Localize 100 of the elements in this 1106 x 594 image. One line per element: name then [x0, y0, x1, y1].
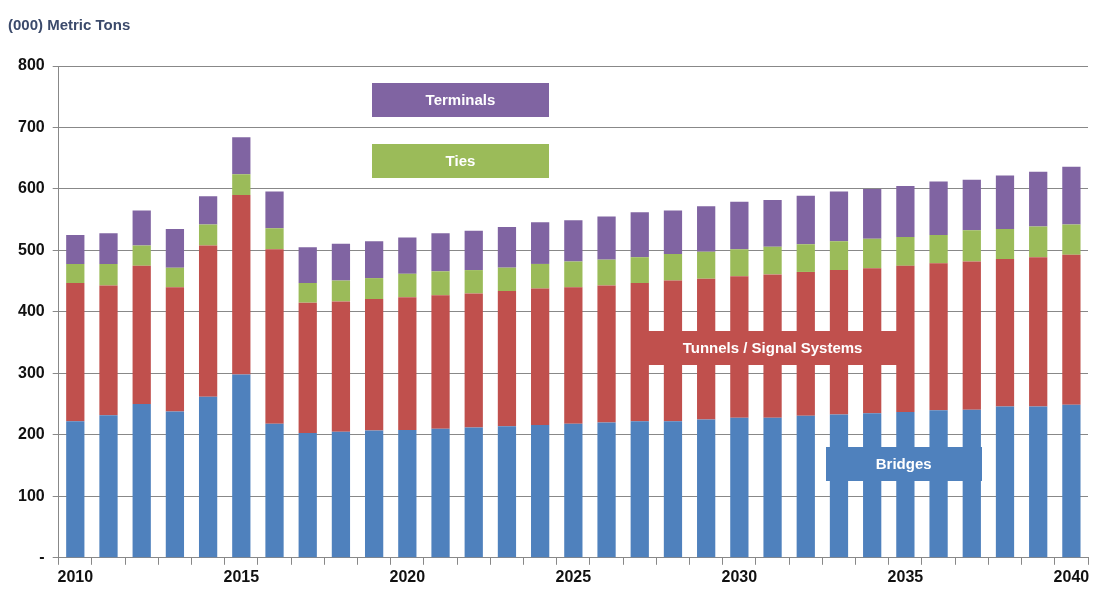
- bar: [232, 374, 251, 558]
- bar: [198, 396, 218, 558]
- name-tag: Bridges: [825, 447, 982, 482]
- bar: [1029, 257, 1048, 407]
- bar: [730, 417, 749, 558]
- y-tick-label: 200: [17, 425, 45, 443]
- y-tick-label: -: [39, 548, 45, 566]
- bar: [663, 210, 683, 255]
- bar: [132, 210, 151, 246]
- bar: [464, 427, 483, 558]
- bar: [165, 287, 185, 412]
- bar: [1062, 166, 1081, 225]
- bar: [66, 263, 85, 284]
- bar: [298, 247, 317, 284]
- bar: [298, 283, 317, 303]
- bar: [265, 228, 284, 250]
- bar: [531, 288, 550, 426]
- bar: [962, 261, 981, 410]
- bar: [730, 201, 749, 250]
- bar: [365, 278, 384, 299]
- y-tick-label: 500: [17, 240, 45, 258]
- y-tick-label: 600: [17, 179, 45, 197]
- bar: [597, 216, 616, 260]
- bar: [630, 421, 649, 558]
- x-tick-label: 2015: [223, 567, 260, 585]
- bar: [331, 280, 351, 302]
- bar: [929, 181, 948, 236]
- bar: [1062, 224, 1081, 255]
- bar: [99, 285, 118, 416]
- bar: [829, 191, 849, 242]
- bar: [431, 295, 450, 429]
- bar: [66, 235, 85, 264]
- bar: [365, 298, 384, 431]
- bar: [995, 228, 1015, 260]
- bar: [597, 285, 616, 423]
- bar: [962, 179, 981, 231]
- bar: [896, 185, 915, 237]
- y-axis-title: (000) Metric Tons: [8, 16, 131, 33]
- bar: [697, 206, 716, 252]
- bar: [497, 426, 517, 558]
- x-tick-label: 2040: [1053, 567, 1090, 585]
- x-tick-label: 2010: [57, 567, 94, 585]
- bar: [995, 406, 1015, 558]
- bar: [796, 195, 815, 245]
- bar: [99, 233, 118, 264]
- bar: [796, 244, 815, 272]
- bar: [863, 188, 882, 239]
- y-tick-label: 800: [17, 56, 45, 74]
- bar: [165, 228, 185, 268]
- bar: [763, 417, 782, 558]
- bar: [398, 297, 417, 430]
- bar: [531, 222, 550, 264]
- x-tick-label: 2025: [555, 567, 592, 585]
- bar: [697, 251, 716, 279]
- bar: [298, 302, 317, 434]
- bar: [630, 212, 649, 258]
- bar: [298, 433, 317, 558]
- bar: [331, 301, 351, 432]
- bar: [66, 283, 85, 422]
- bar: [1062, 254, 1081, 405]
- x-tick-label: 2020: [389, 567, 426, 585]
- bar: [132, 404, 151, 558]
- bar: [464, 293, 483, 428]
- bar: [99, 415, 118, 558]
- bar: [796, 415, 815, 558]
- bar: [663, 254, 683, 281]
- bar: [464, 230, 483, 271]
- name-tag: Ties: [371, 144, 549, 179]
- bar: [697, 419, 716, 558]
- bar: [132, 265, 151, 405]
- bar: [398, 237, 417, 274]
- bar: [99, 263, 118, 286]
- bar: [232, 174, 251, 196]
- bar: [896, 236, 915, 266]
- bar: [597, 259, 616, 286]
- bar: [730, 249, 749, 277]
- bar: [995, 259, 1015, 407]
- bar: [232, 195, 251, 375]
- bar: [165, 411, 185, 558]
- bar: [863, 238, 882, 269]
- y-tick-label: 100: [17, 486, 45, 504]
- bar: [630, 257, 649, 284]
- bar: [497, 267, 517, 291]
- bar: [198, 245, 218, 397]
- name-tag: Terminals: [371, 82, 549, 117]
- bar: [929, 235, 948, 264]
- bar: [398, 429, 417, 558]
- bar: [365, 430, 384, 558]
- bar: [132, 245, 151, 266]
- bar: [232, 137, 251, 175]
- bar: [564, 261, 583, 288]
- bar: [564, 423, 583, 558]
- bar: [564, 287, 583, 424]
- bar: [531, 263, 550, 289]
- bar: [929, 263, 948, 411]
- bar: [829, 241, 849, 271]
- bar: [198, 196, 218, 225]
- bar: [431, 428, 450, 558]
- bar: [431, 271, 450, 296]
- y-tick-label: 700: [17, 117, 45, 135]
